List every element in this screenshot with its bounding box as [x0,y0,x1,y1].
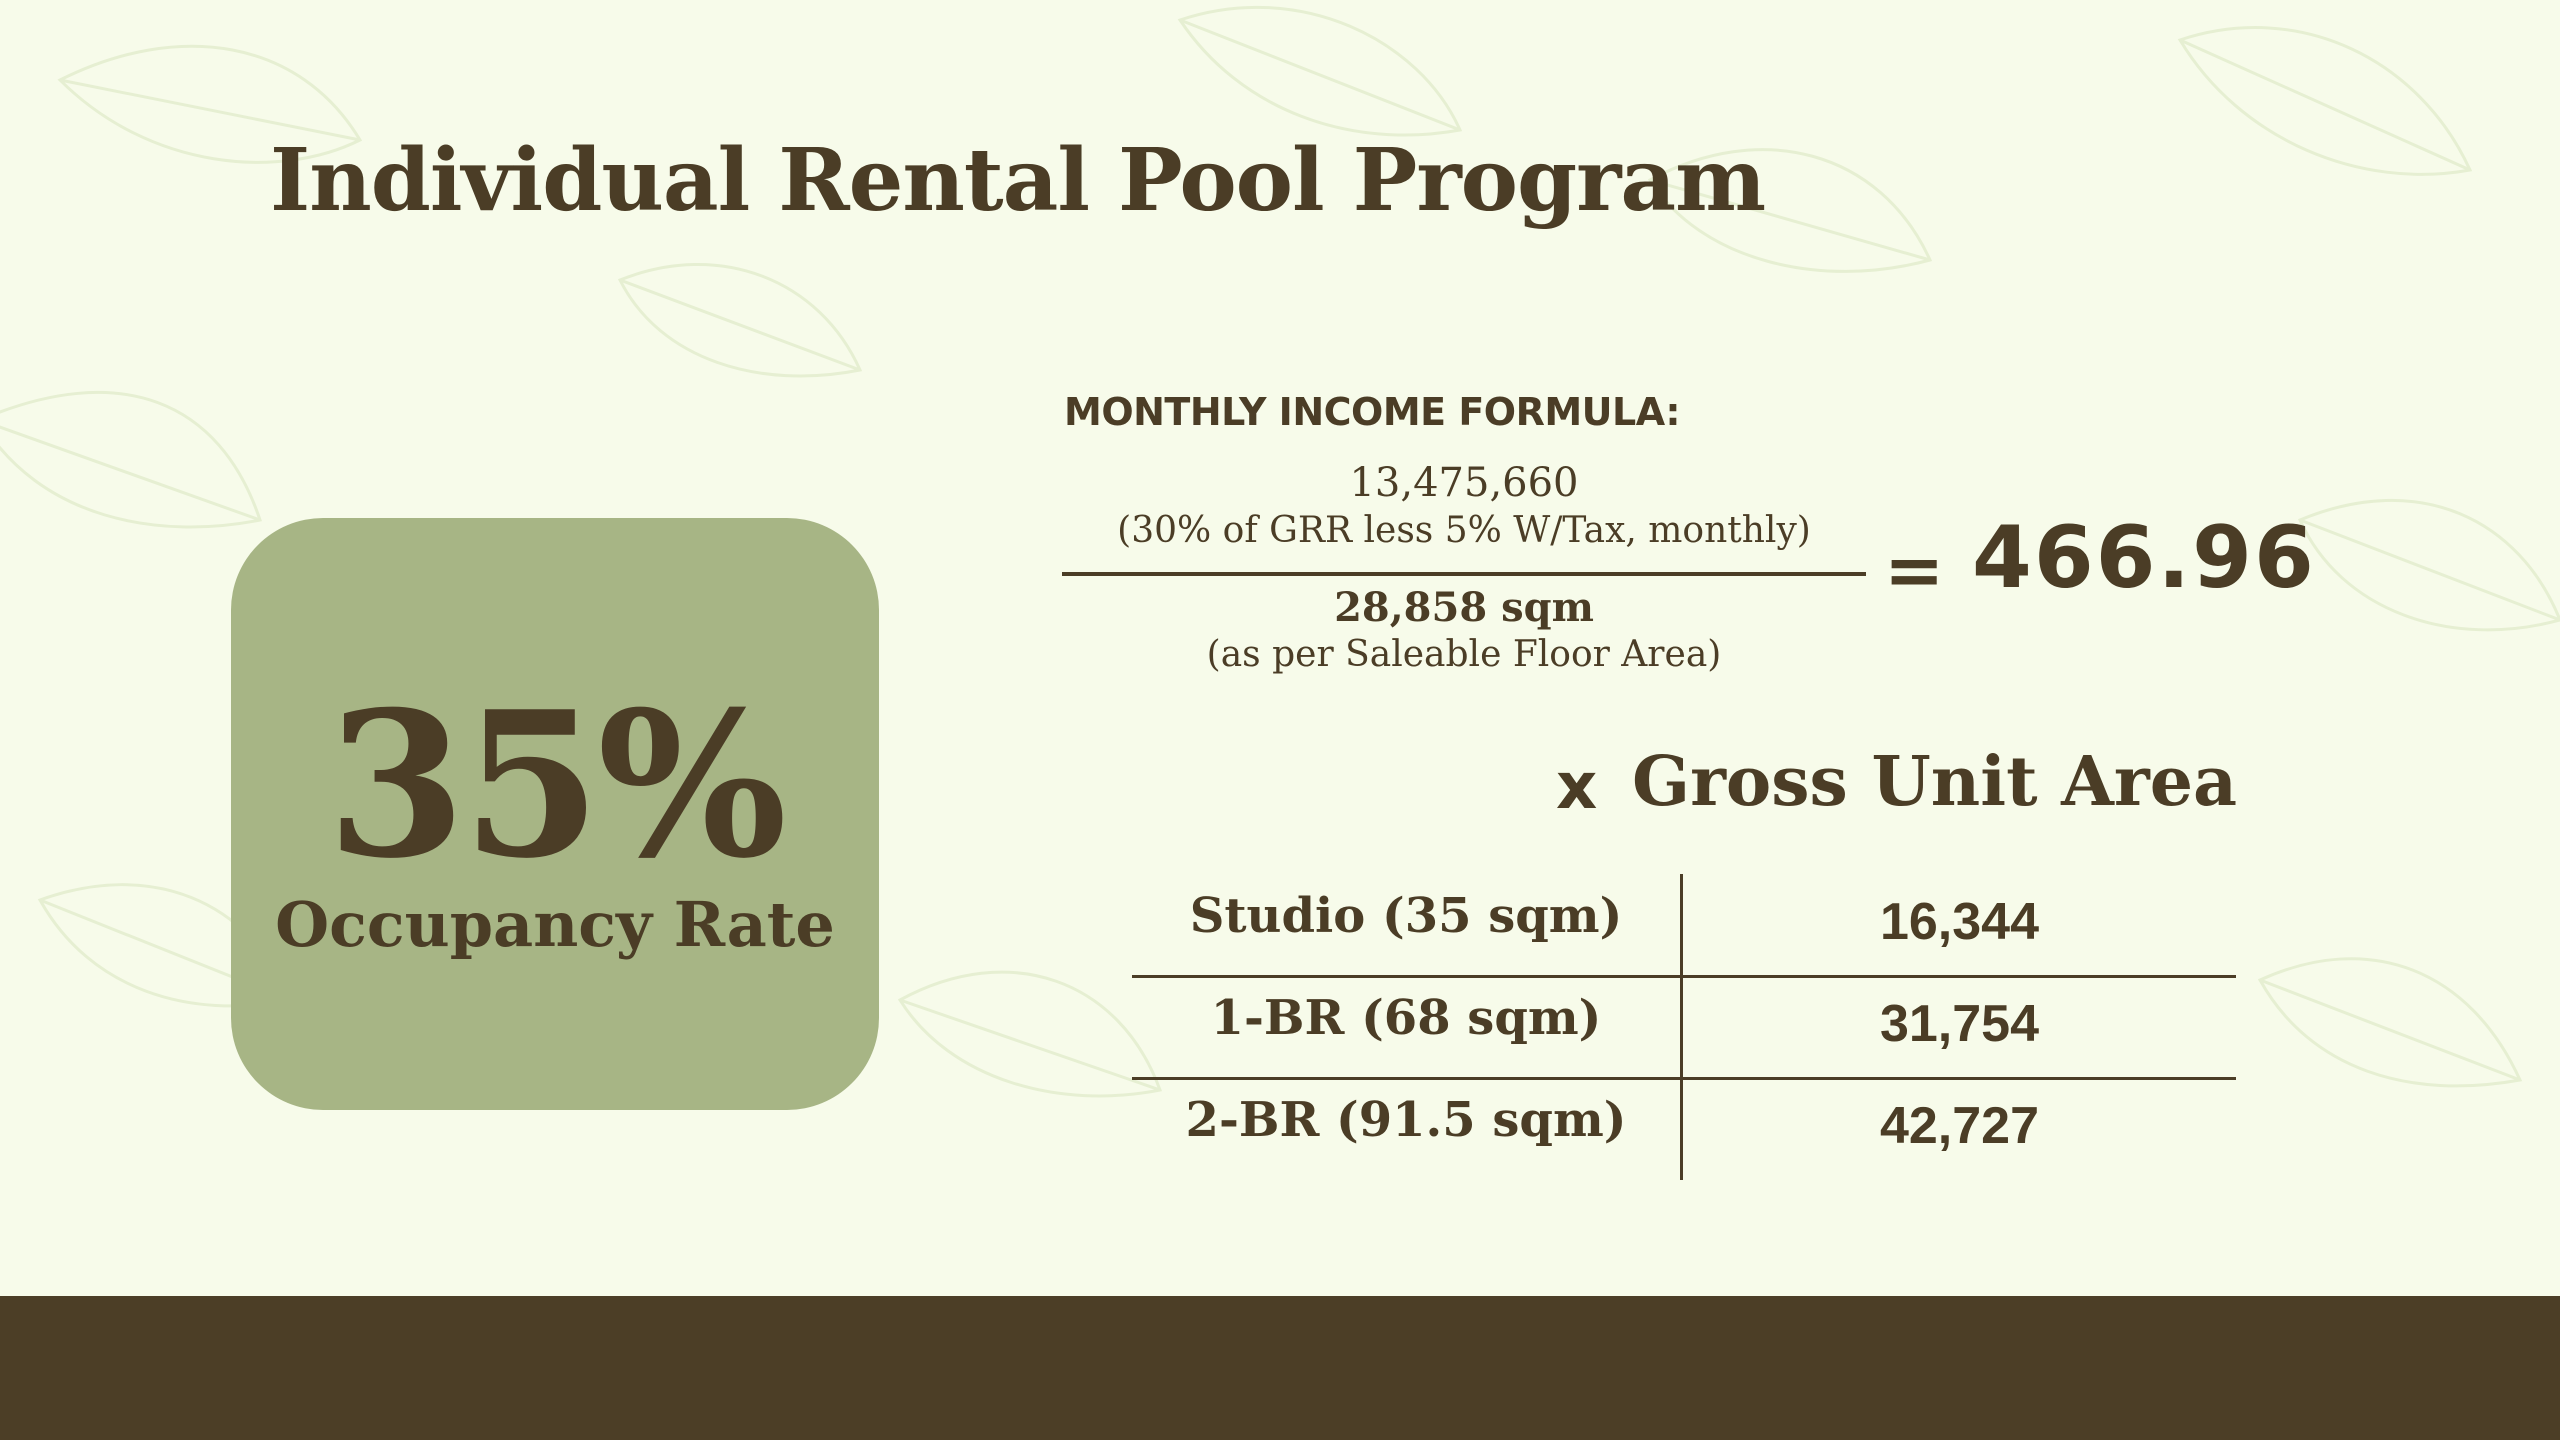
table-row-divider [1132,975,2236,978]
table-row-unit-1br: 1-BR (68 sqm) [1210,990,1602,1046]
table-row-unit-2br: 2-BR (91.5 sqm) [1185,1092,1627,1148]
formula-heading: MONTHLY INCOME FORMULA: [1064,390,1681,434]
slide-title: Individual Rental Pool Program [270,130,1766,231]
multiply-sign: x [1556,750,1598,824]
formula-result: 466.96 [1972,508,2316,608]
table-row-amount-1br: 31,754 [1879,995,2040,1053]
formula-denominator-note: (as per Saleable Floor Area) [1206,634,1722,675]
unit-income-table: Studio (35 sqm) 16,344 1-BR (68 sqm) 31,… [1132,874,2236,1180]
gross-unit-area-label: Gross Unit Area [1632,742,2238,822]
occupancy-rate-value: 35% [326,668,787,903]
formula-numerator-note: (30% of GRR less 5% W/Tax, monthly) [1117,510,1811,551]
occupancy-rate-label: Occupancy Rate [275,888,835,961]
formula-denominator-value: 28,858 sqm [1334,584,1594,631]
table-row-amount-studio: 16,344 [1879,893,2040,951]
leaf-pattern-background [0,5,2560,1098]
table-row-unit-studio: Studio (35 sqm) [1189,888,1623,944]
fraction-bar [1062,572,1866,576]
formula-numerator-value: 13,475,660 [1349,460,1579,506]
footer-band [0,1296,2560,1440]
table-column-divider [1680,874,1683,1180]
occupancy-rate-card: 35% Occupancy Rate [231,518,879,1110]
table-row-divider [1132,1077,2236,1080]
equals-sign: = [1884,528,1945,612]
table-row-amount-2br: 42,727 [1879,1097,2040,1155]
